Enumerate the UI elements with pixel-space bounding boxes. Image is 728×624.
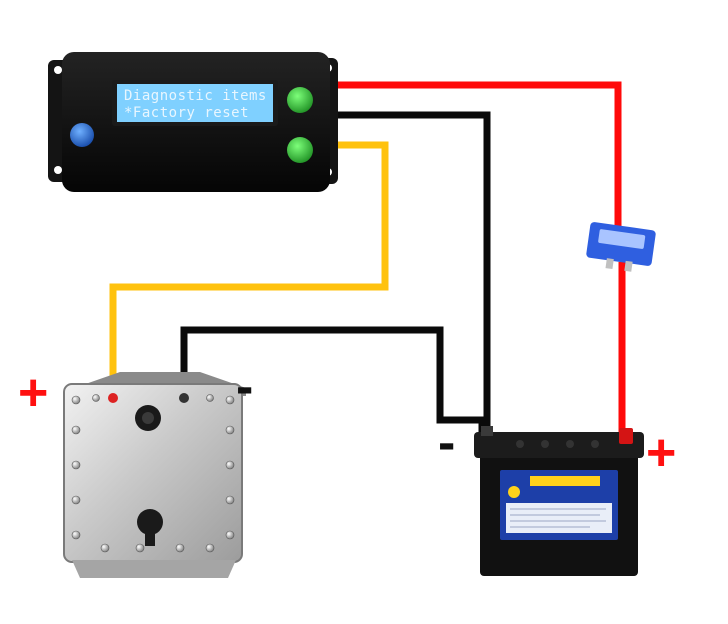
battery-fine-print: [510, 508, 606, 528]
battery-label-band: [530, 476, 600, 486]
battery-negative-sign: -: [438, 414, 455, 472]
green-button-bottom[interactable]: [287, 137, 313, 163]
cell-port-bottom-nipple: [145, 532, 155, 546]
red-wire: [330, 81, 622, 232]
battery-positive-post: [619, 428, 633, 444]
controller: Diagnostic items *Factory reset: [48, 52, 338, 192]
lcd-screen: [117, 84, 273, 122]
battery-vent-cap: [591, 440, 599, 448]
battery-vent-cap: [541, 440, 549, 448]
battery-label-lines: [506, 503, 612, 533]
cell-positive-terminal: [108, 393, 118, 403]
fuse: [586, 222, 656, 272]
blue-button[interactable]: [70, 123, 94, 147]
battery: [474, 426, 644, 576]
lcd-line-2: *Factory reset: [124, 105, 249, 121]
cell-bolts: [71, 394, 235, 553]
battery-negative-post: [481, 426, 493, 436]
black-wire-cell: [180, 326, 486, 432]
battery-logo: [508, 486, 520, 498]
fuse-terminal: [605, 258, 614, 270]
fuse-window: [598, 229, 646, 249]
cell-negative-sign: -: [236, 358, 253, 416]
cell-base: [72, 560, 236, 578]
cell-positive-sign: +: [18, 364, 48, 422]
cell-port-bottom: [137, 509, 163, 535]
mount-hole: [54, 66, 62, 74]
lcd-line-1: Diagnostic items: [124, 88, 267, 104]
hydrogen-cell: [63, 372, 246, 578]
battery-positive-sign: +: [646, 424, 676, 482]
black-wire-controller: [330, 111, 491, 430]
wires: [109, 81, 626, 432]
polarity-signs: + - - +: [18, 358, 676, 482]
battery-vent-cap: [516, 440, 524, 448]
cell-port-top-inner: [142, 412, 154, 424]
battery-top: [474, 432, 644, 458]
fuse-terminal: [624, 260, 633, 272]
green-button-top[interactable]: [287, 87, 313, 113]
battery-vent-cap: [566, 440, 574, 448]
mount-hole: [54, 166, 62, 174]
yellow-wire: [109, 141, 389, 388]
cell-negative-terminal: [179, 393, 189, 403]
